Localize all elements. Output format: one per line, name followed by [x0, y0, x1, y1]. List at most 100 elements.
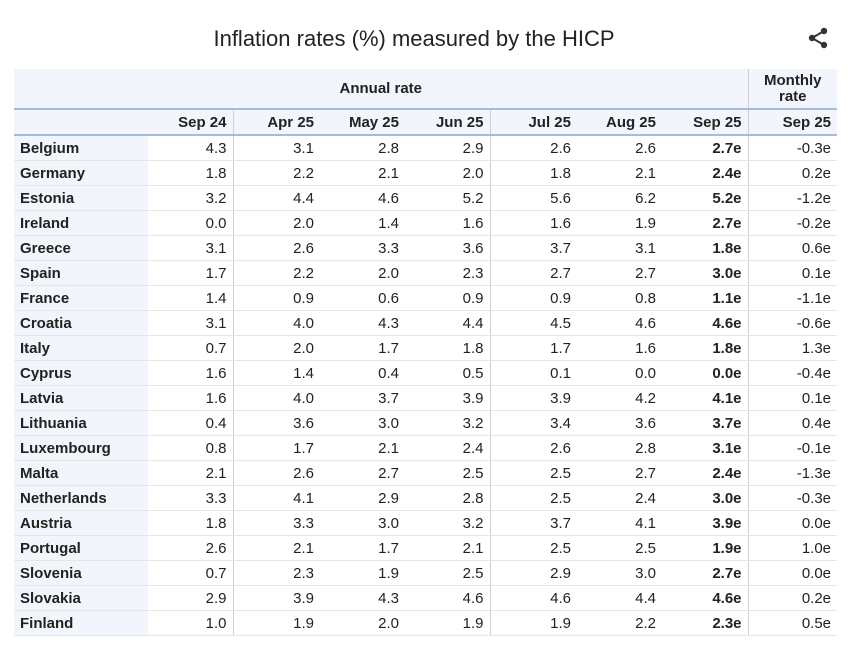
- value-cell: 3.9: [232, 585, 320, 611]
- value-cell: 0.0e: [747, 560, 838, 586]
- value-cell: 3.4: [489, 410, 577, 436]
- column-header: Sep 24: [148, 109, 233, 135]
- value-cell: -0.3e: [747, 485, 838, 511]
- value-cell: 2.1: [405, 535, 490, 561]
- value-cell: 0.0e: [662, 360, 749, 386]
- value-cell: 2.8: [405, 485, 490, 511]
- inflation-table: Annual rate Monthly rate Sep 24 Apr 25 May…: [14, 69, 838, 636]
- value-cell: 2.9: [320, 485, 405, 511]
- value-cell: 3.1: [232, 135, 320, 161]
- value-cell: 1.0: [148, 610, 233, 636]
- value-cell: 2.4: [577, 485, 662, 511]
- country-cell: Latvia: [14, 385, 148, 411]
- value-cell: 2.6: [577, 135, 662, 161]
- value-cell: 2.7: [489, 260, 577, 286]
- country-cell: Spain: [14, 260, 148, 286]
- title: Inflation rates (%) measured by the HICP: [213, 26, 615, 51]
- value-cell: 2.1: [148, 460, 233, 486]
- value-cell: 0.6e: [747, 235, 838, 261]
- column-header: Aug 25: [577, 109, 662, 135]
- value-cell: 1.1e: [662, 285, 749, 311]
- share-button[interactable]: [806, 26, 830, 50]
- value-cell: 2.2: [577, 610, 662, 636]
- value-cell: 4.6e: [662, 310, 749, 336]
- value-cell: 3.9: [405, 385, 490, 411]
- value-cell: 2.6: [489, 435, 577, 461]
- value-cell: 4.3: [148, 135, 233, 161]
- value-cell: 3.0: [577, 560, 662, 586]
- value-cell: 6.2: [577, 185, 662, 211]
- value-cell: 1.4: [320, 210, 405, 236]
- value-cell: 1.8: [148, 160, 233, 186]
- country-cell: Italy: [14, 335, 148, 361]
- data-row: Estonia 3.2 4.4 4.6 5.2 5.6 6.2 5.2e -1.2e: [14, 185, 838, 211]
- value-cell: 0.5e: [747, 610, 838, 636]
- value-cell: 3.3: [148, 485, 233, 511]
- value-cell: 2.5: [489, 485, 577, 511]
- value-cell: 1.7: [148, 260, 233, 286]
- value-cell: -1.1e: [747, 285, 838, 311]
- value-cell: 4.6: [577, 310, 662, 336]
- value-cell: 4.1: [232, 485, 320, 511]
- country-cell: France: [14, 285, 148, 311]
- value-cell: 1.6: [405, 210, 490, 236]
- value-cell: 2.7e: [662, 135, 749, 161]
- value-cell: 2.1: [232, 535, 320, 561]
- value-cell: 0.2e: [747, 585, 838, 611]
- value-cell: 3.7: [489, 235, 577, 261]
- value-cell: 2.6: [148, 535, 233, 561]
- value-cell: 4.6: [405, 585, 490, 611]
- value-cell: 4.0: [232, 385, 320, 411]
- value-cell: 3.3: [320, 235, 405, 261]
- value-cell: 1.6: [148, 385, 233, 411]
- value-cell: 1.9: [489, 610, 577, 636]
- value-cell: 0.8: [148, 435, 233, 461]
- country-cell: Finland: [14, 610, 148, 636]
- value-cell: 2.4: [405, 435, 490, 461]
- data-row: Greece 3.1 2.6 3.3 3.6 3.7 3.1 1.8e 0.6e: [14, 235, 838, 261]
- value-cell: 2.1: [577, 160, 662, 186]
- value-cell: 5.6: [489, 185, 577, 211]
- value-cell: 1.7: [320, 335, 405, 361]
- value-cell: 4.6: [320, 185, 405, 211]
- value-cell: 1.4: [232, 360, 320, 386]
- value-cell: 2.0: [232, 335, 320, 361]
- value-cell: 3.1e: [662, 435, 749, 461]
- value-cell: 2.6: [489, 135, 577, 161]
- value-cell: 0.8: [577, 285, 662, 311]
- value-cell: 1.7: [232, 435, 320, 461]
- corner-cell: [14, 109, 148, 135]
- value-cell: 1.9: [577, 210, 662, 236]
- value-cell: 2.3: [405, 260, 490, 286]
- value-cell: 1.8: [405, 335, 490, 361]
- country-cell: Lithuania: [14, 410, 148, 436]
- value-cell: -0.3e: [747, 135, 838, 161]
- value-cell: 2.6: [232, 235, 320, 261]
- value-cell: 2.5: [577, 535, 662, 561]
- value-cell: 4.2: [577, 385, 662, 411]
- value-cell: 3.1: [148, 235, 233, 261]
- value-cell: 1.9: [232, 610, 320, 636]
- value-cell: 1.3e: [747, 335, 838, 361]
- value-cell: 1.7: [489, 335, 577, 361]
- country-cell: Netherlands: [14, 485, 148, 511]
- value-cell: 0.1: [489, 360, 577, 386]
- value-cell: 0.5: [405, 360, 490, 386]
- data-row: Luxembourg 0.8 1.7 2.1 2.4 2.6 2.8 3.1e -0.1e: [14, 435, 838, 461]
- value-cell: 3.7: [489, 510, 577, 536]
- value-cell: 0.9: [405, 285, 490, 311]
- value-cell: 2.2: [232, 160, 320, 186]
- value-cell: 1.8: [489, 160, 577, 186]
- value-cell: 3.0: [320, 510, 405, 536]
- value-cell: 2.5: [405, 560, 490, 586]
- value-cell: 1.7: [320, 535, 405, 561]
- value-cell: 0.6: [320, 285, 405, 311]
- country-cell: Croatia: [14, 310, 148, 336]
- table-head: Annual rate Monthly rate Sep 24 Apr 25 May…: [14, 69, 838, 135]
- country-cell: Ireland: [14, 210, 148, 236]
- value-cell: -0.2e: [747, 210, 838, 236]
- value-cell: 5.2: [405, 185, 490, 211]
- data-row: Italy 0.7 2.0 1.7 1.8 1.7 1.6 1.8e 1.3e: [14, 335, 838, 361]
- column-header: Jun 25: [405, 109, 490, 135]
